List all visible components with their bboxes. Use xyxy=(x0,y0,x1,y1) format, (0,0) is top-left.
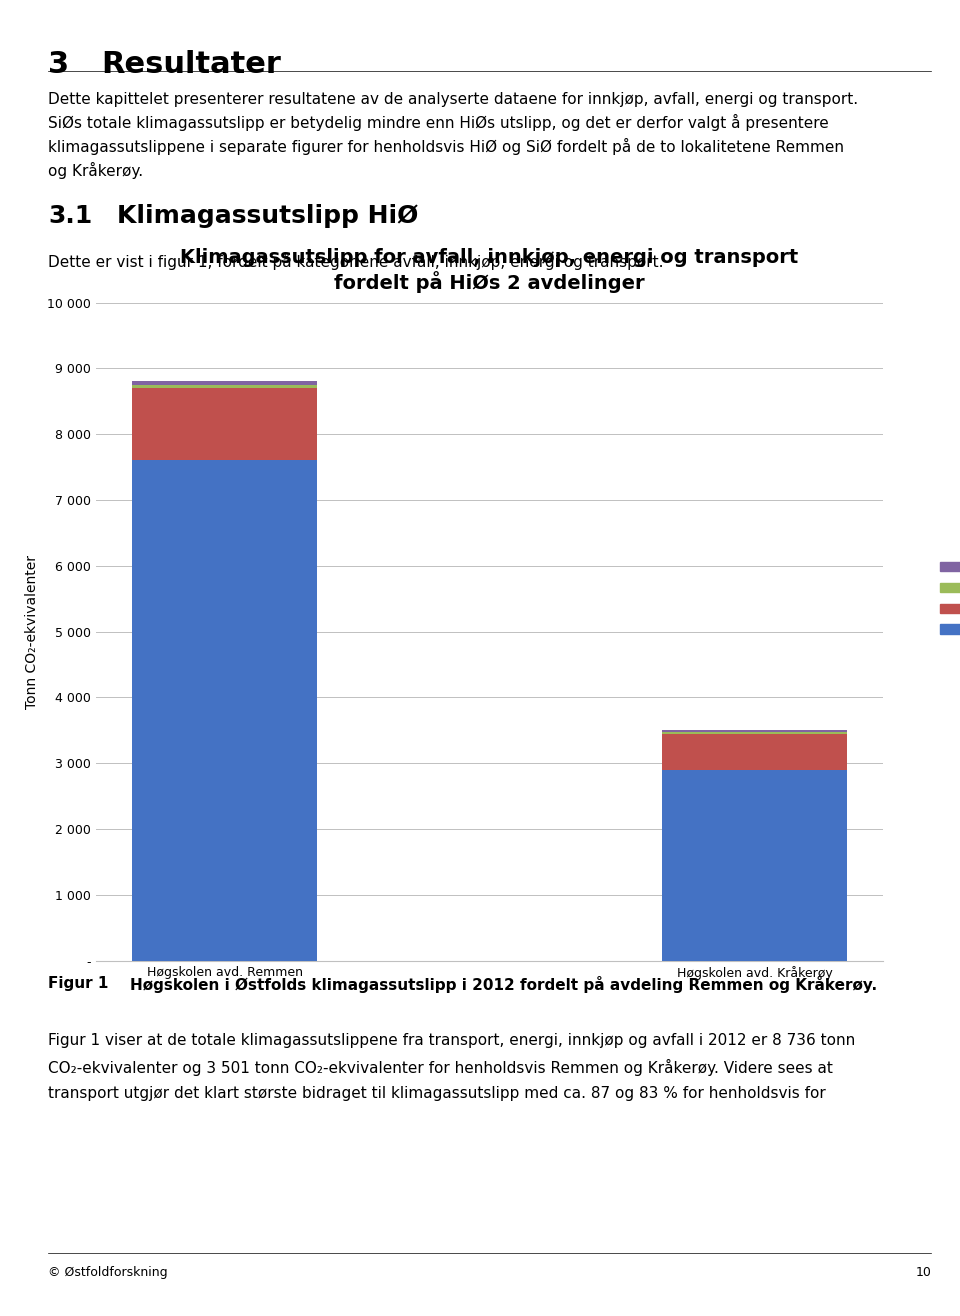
Bar xyxy=(661,734,848,770)
Bar xyxy=(661,770,848,961)
Text: transport utgjør det klart største bidraget til klimagassutslipp med ca. 87 og 8: transport utgjør det klart største bidra… xyxy=(48,1086,826,1100)
Y-axis label: Tonn CO₂-ekvivalenter: Tonn CO₂-ekvivalenter xyxy=(25,554,39,709)
Text: 3: 3 xyxy=(48,50,69,79)
Text: Dette kapittelet presenterer resultatene av de analyserte dataene for innkjøp, a: Dette kapittelet presenterer resultatene… xyxy=(48,92,858,179)
Bar xyxy=(132,388,318,461)
Text: 10: 10 xyxy=(915,1266,931,1279)
Text: Resultater: Resultater xyxy=(101,50,280,79)
Title: Klimagassutslipp for avfall, innkjøp, energi og transport
fordelt på HiØs 2 avde: Klimagassutslipp for avfall, innkjøp, en… xyxy=(180,249,799,292)
Text: Dette er vist i figur 1, fordelt på kategoriene avfall, innkjøp, energi og trans: Dette er vist i figur 1, fordelt på kate… xyxy=(48,253,663,270)
Bar xyxy=(132,384,318,388)
Bar xyxy=(132,461,318,961)
Bar xyxy=(661,732,848,734)
Text: CO₂-ekvivalenter og 3 501 tonn CO₂-ekvivalenter for henholdsvis Remmen og Kråker: CO₂-ekvivalenter og 3 501 tonn CO₂-ekviv… xyxy=(48,1059,833,1076)
Legend: Avfall, Innkjøp, Energi, Transport: Avfall, Innkjøp, Energi, Transport xyxy=(934,555,960,642)
Text: 3.1: 3.1 xyxy=(48,204,92,228)
Text: © Østfoldforskning: © Østfoldforskning xyxy=(48,1266,168,1279)
Text: Figur 1 viser at de totale klimagassutslippene fra transport, energi, innkjøp og: Figur 1 viser at de totale klimagassutsl… xyxy=(48,1033,855,1048)
Text: Figur 1: Figur 1 xyxy=(48,976,108,991)
Text: Høgskolen i Østfolds klimagassutslipp i 2012 fordelt på avdeling Remmen og Kråke: Høgskolen i Østfolds klimagassutslipp i … xyxy=(130,976,876,994)
Bar xyxy=(661,730,848,732)
Bar xyxy=(132,382,318,384)
Text: Klimagassutslipp HiØ: Klimagassutslipp HiØ xyxy=(117,204,419,228)
